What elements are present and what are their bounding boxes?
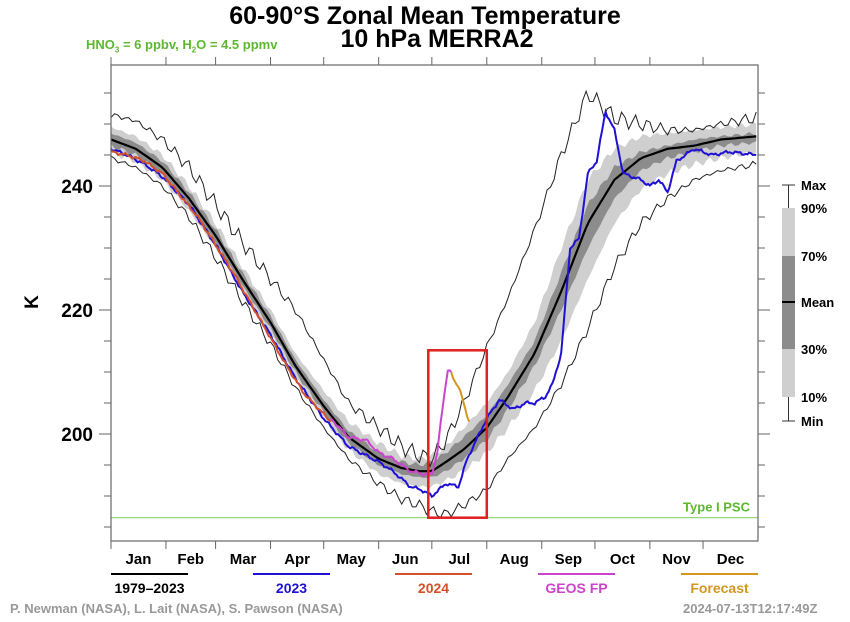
hno3-value: = 6 ppbv, H xyxy=(119,37,192,52)
max-line xyxy=(110,89,757,468)
chemistry-note: HNO3 = 6 ppbv, H2O = 4.5 ppmv xyxy=(86,37,277,55)
month-label: Jun xyxy=(392,551,419,568)
month-label: Jan xyxy=(126,551,152,568)
band-10-90 xyxy=(111,121,757,488)
month-label: Dec xyxy=(717,551,745,568)
plot-border xyxy=(110,64,759,542)
min-line xyxy=(110,155,757,519)
band-legend-label: Min xyxy=(801,414,823,429)
band-legend-label: 70% xyxy=(801,249,827,264)
legend: 1979–2023 2023 2024 GEOS FP Forecast xyxy=(111,573,758,596)
month-label: Feb xyxy=(177,551,204,568)
y-axis-label: K xyxy=(22,295,43,309)
timestamp: 2024-07-13T12:17:49Z xyxy=(683,601,818,616)
band-30-70 xyxy=(111,132,757,478)
hno3-label: HNO xyxy=(86,37,115,52)
series-line-geos-fp xyxy=(330,369,453,477)
month-label: Mar xyxy=(230,551,257,568)
month-label: Apr xyxy=(284,551,310,568)
series-line-2024 xyxy=(110,149,332,423)
legend-label: 1979–2023 xyxy=(114,580,184,596)
h2o-subscript: 2 xyxy=(191,45,197,55)
month-label: Oct xyxy=(610,551,635,568)
band-legend-label: Max xyxy=(801,178,827,193)
y-tick-label: 220 xyxy=(61,301,93,322)
legend-label: 2023 xyxy=(276,580,307,596)
climatology-bands xyxy=(111,121,757,488)
chart-title-line2: 10 hPa MERRA2 xyxy=(340,25,534,53)
band-legend-label: 10% xyxy=(801,390,827,405)
month-label: May xyxy=(337,551,367,568)
series-line-forecast xyxy=(450,371,471,422)
month-label: Jul xyxy=(448,551,470,568)
legend-label: 2024 xyxy=(418,580,449,596)
legend-label: GEOS FP xyxy=(545,580,607,596)
month-label: Sep xyxy=(555,551,583,568)
credits: P. Newman (NASA), L. Lait (NASA), S. Paw… xyxy=(10,601,343,616)
y-tick-label: 200 xyxy=(61,425,93,446)
h2o-value: O = 4.5 ppmv xyxy=(196,37,278,52)
y-tick-label: 240 xyxy=(61,177,93,198)
chart-title-line1: 60-90°S Zonal Mean Temperature xyxy=(229,2,621,30)
plot-frame: Type I PSC xyxy=(110,64,759,542)
series-lines xyxy=(110,89,757,519)
legend-label: Forecast xyxy=(690,580,749,596)
month-label: Nov xyxy=(662,551,691,568)
hno3-subscript: 3 xyxy=(114,45,120,55)
psc-label: Type I PSC xyxy=(683,500,751,515)
band-legend-label: 30% xyxy=(801,342,827,357)
band-legend: Max 90% 70% Mean 30% 10% Min xyxy=(782,178,834,429)
band-legend-label: Mean xyxy=(801,295,834,310)
month-label: Aug xyxy=(500,551,529,568)
highlight-box xyxy=(427,349,489,519)
band-legend-label: 90% xyxy=(801,201,827,216)
mean-line xyxy=(110,135,757,473)
axes: 200 220 240 K Jan Feb Mar Apr May Jun Jul Aug Sep Oct… xyxy=(22,57,770,568)
